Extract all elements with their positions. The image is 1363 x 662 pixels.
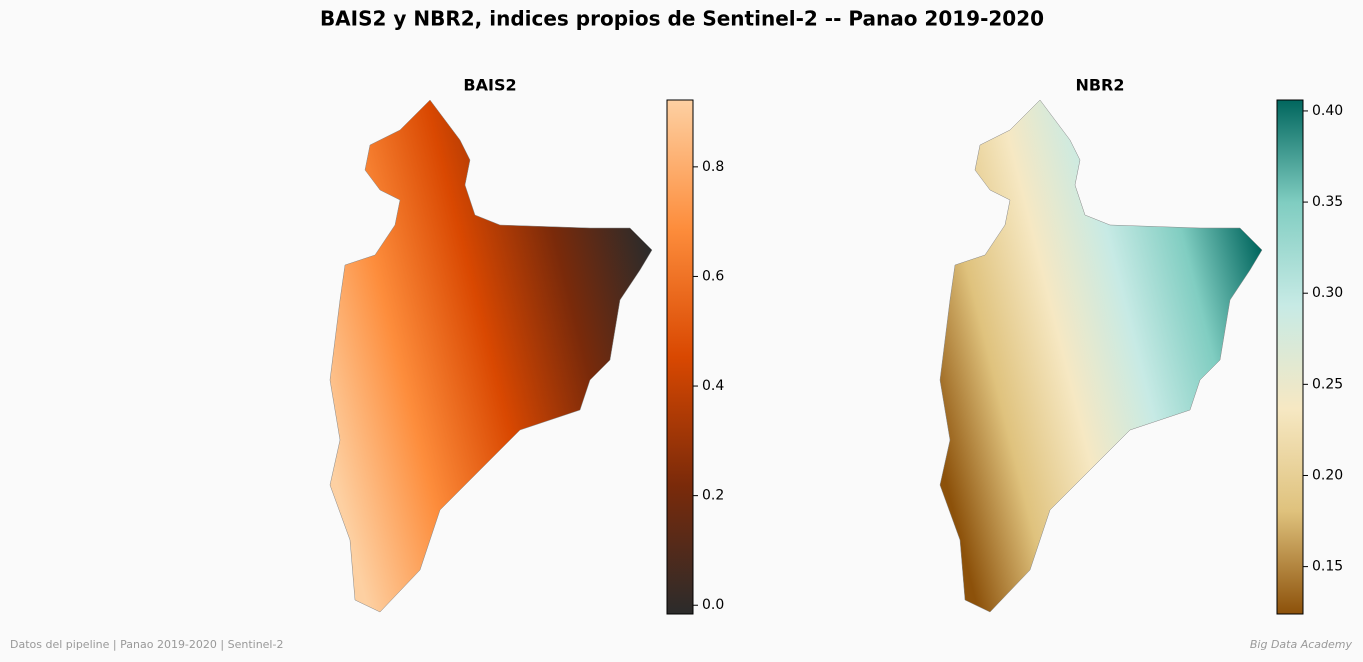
colorbar-tick-label: 0.6 <box>702 268 724 284</box>
map-raster <box>939 99 1263 613</box>
footer-right: Big Data Academy <box>1250 638 1353 651</box>
map-title: BAIS2 <box>463 76 516 95</box>
colorbar-tick-label: 0.20 <box>1312 467 1343 483</box>
colorbar <box>666 99 694 615</box>
map-raster <box>329 99 653 613</box>
map-title: NBR2 <box>1075 76 1124 95</box>
colorbar-tick-label: 0.35 <box>1312 194 1343 210</box>
colorbar-tick-label: 0.15 <box>1312 559 1343 575</box>
colorbar <box>1276 99 1304 615</box>
colorbar-tick-label: 0.30 <box>1312 285 1343 301</box>
colorbar-tick-label: 0.25 <box>1312 376 1343 392</box>
colorbar-tick-label: 0.4 <box>702 378 724 394</box>
colorbar-tick-label: 0.40 <box>1312 103 1343 119</box>
colorbar-tick-label: 0.2 <box>702 488 724 504</box>
figure-title: BAIS2 y NBR2, indices propios de Sentine… <box>320 7 1044 31</box>
colorbar-tick-label: 0.8 <box>702 159 724 175</box>
footer-left: Datos del pipeline | Panao 2019-2020 | S… <box>10 638 283 651</box>
colorbar-tick-label: 0.0 <box>702 597 724 613</box>
